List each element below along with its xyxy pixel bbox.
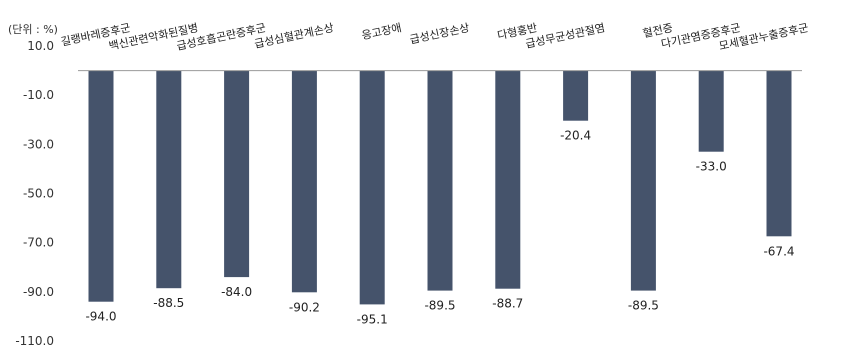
value-label: -95.1: [357, 312, 388, 326]
y-tick-label: 10.0: [27, 39, 54, 53]
category-label: 혈전증: [641, 20, 674, 40]
value-label: -33.0: [696, 160, 727, 174]
bar: [156, 70, 182, 289]
y-tick-label: -90.0: [23, 285, 54, 299]
value-label: -88.7: [492, 297, 523, 311]
value-label: -89.5: [424, 299, 455, 313]
bar: [698, 70, 724, 152]
unit-label: (단위 : %): [8, 23, 58, 36]
bar: [359, 70, 385, 305]
value-label: -94.0: [85, 310, 116, 324]
category-label: 급성신장손상: [409, 21, 471, 46]
bar: [224, 70, 250, 278]
y-tick-label: -10.0: [23, 88, 54, 102]
bar: [495, 70, 521, 289]
category-label: 응고장애: [361, 21, 403, 42]
bars: [88, 70, 792, 305]
y-tick-label: -70.0: [23, 236, 54, 250]
value-label: -88.5: [153, 296, 184, 310]
y-tick-label: -50.0: [23, 187, 54, 201]
bar: [766, 70, 792, 237]
bar: [630, 70, 656, 291]
value-label: -89.5: [628, 299, 659, 313]
value-label: -67.4: [763, 244, 794, 258]
y-tick-label: -30.0: [23, 137, 54, 151]
value-label: -20.4: [560, 129, 591, 143]
value-label: -84.0: [221, 285, 252, 299]
value-label: -90.2: [289, 300, 320, 314]
value-labels: -94.0 -88.5 -84.0 -90.2 -95.1 -89.5 -88.7 -20.4…: [85, 129, 794, 327]
y-axis: 10.0 -10.0 -30.0 -50.0 -70.0 -90.0 -110.0: [15, 39, 54, 348]
bar: [427, 70, 453, 291]
bar: [88, 70, 114, 302]
y-tick-label: -110.0: [15, 334, 54, 348]
bar: [563, 70, 589, 121]
bar: [291, 70, 317, 293]
